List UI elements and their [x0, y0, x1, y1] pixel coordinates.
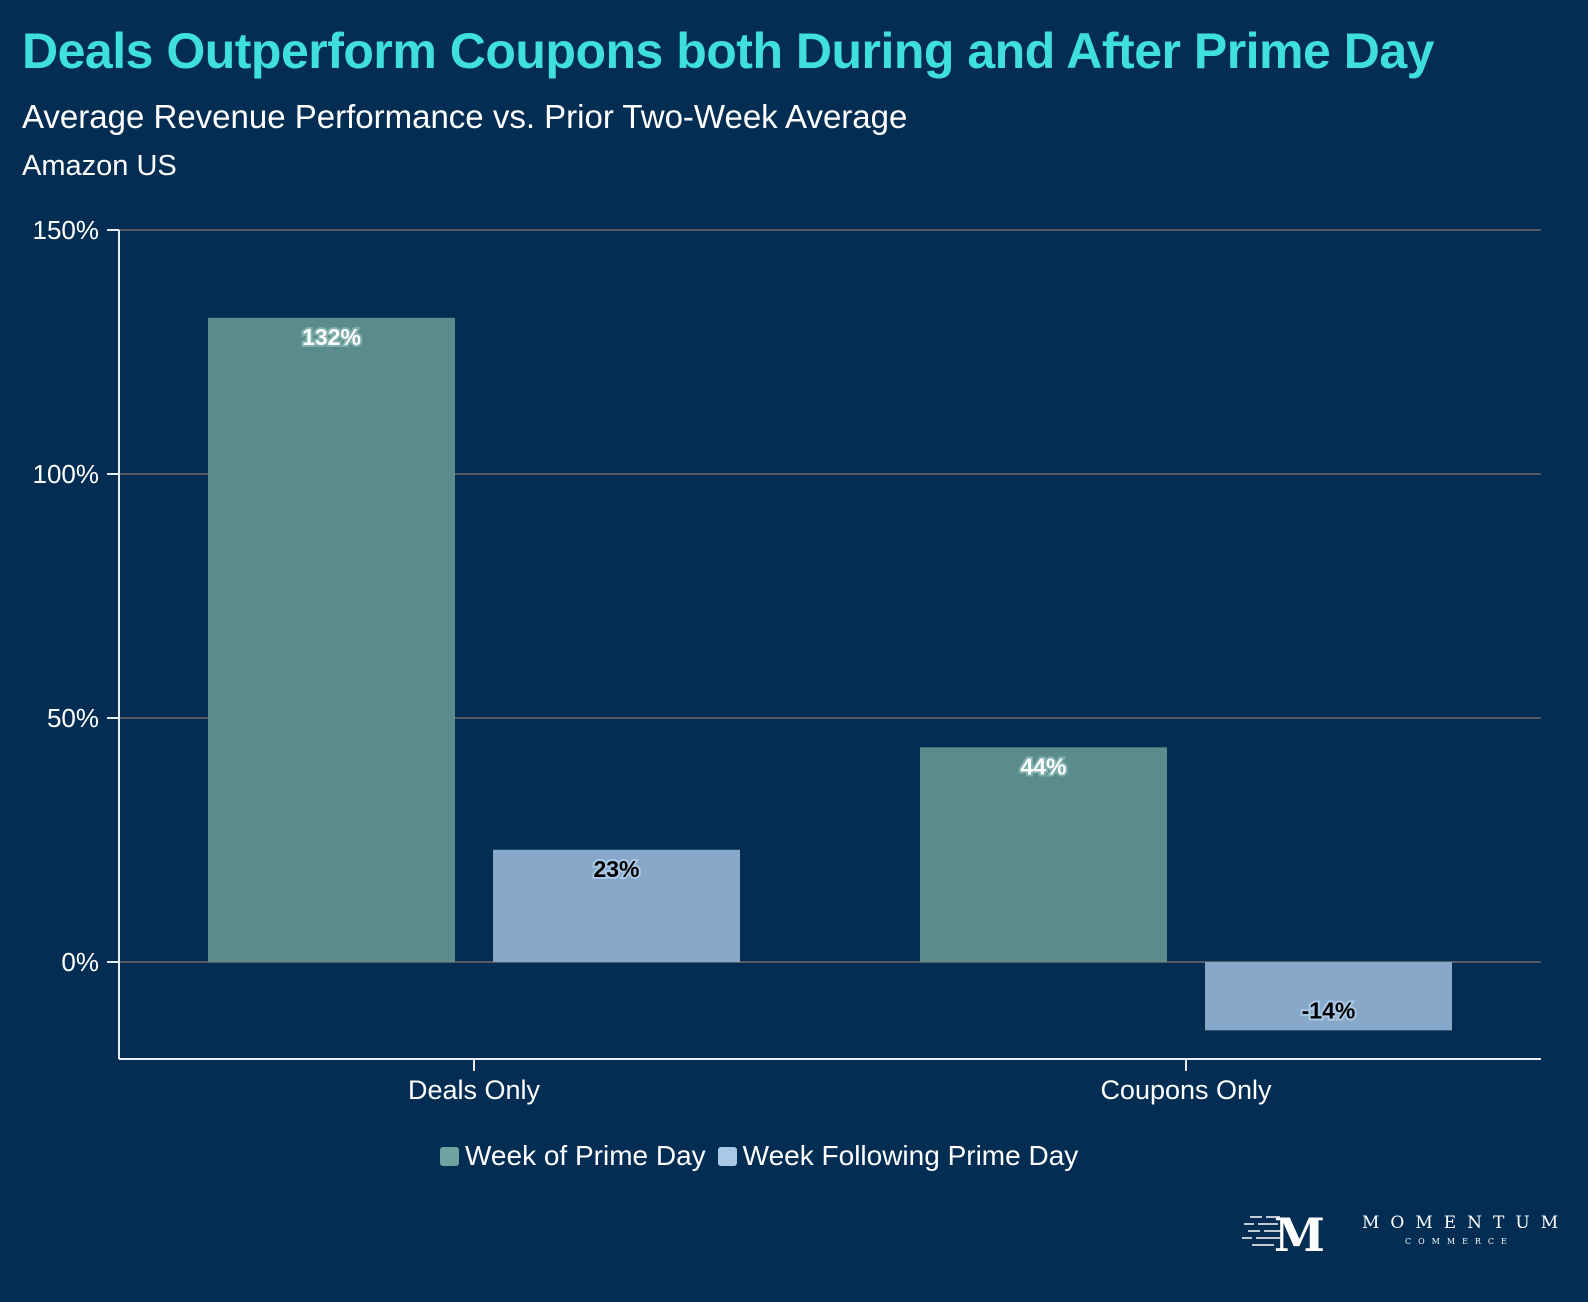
bar: [208, 317, 455, 963]
legend-label: Week of Prime Day: [465, 1140, 706, 1171]
legend-item-week-following-prime-day[interactable]: Week Following Prime Day: [717, 1140, 1079, 1172]
x-tick-label: Coupons Only: [1100, 1075, 1272, 1105]
y-tick-label: 50%: [47, 703, 99, 733]
legend-item-week-of-prime-day[interactable]: Week of Prime Day: [440, 1140, 706, 1172]
chart-subtitle: Average Revenue Performance vs. Prior Tw…: [22, 98, 908, 135]
chart-title: Deals Outperform Coupons both During and…: [22, 23, 1434, 79]
axes: [118, 230, 1541, 1060]
legend: Week of Prime Day Week Following Prime D…: [440, 1140, 1078, 1172]
y-tick-label: 150%: [33, 215, 100, 245]
data-label: 132%: [302, 324, 361, 350]
legend-label: Week Following Prime Day: [742, 1140, 1079, 1171]
bars: [208, 317, 1452, 1031]
logo-mark-letter: M: [1274, 1208, 1325, 1255]
bar: [493, 849, 740, 962]
logo-mark-icon: M: [1242, 1208, 1325, 1255]
legend-swatch: [717, 1146, 737, 1166]
data-labels: 132% 44% 23% -14%: [300, 322, 1357, 1025]
bar: [1205, 962, 1452, 1031]
data-label: 23%: [593, 856, 639, 882]
logo-name: MOMENTUM: [1362, 1213, 1570, 1233]
momentum-commerce-logo: M MOMENTUM COMMERCE: [1240, 1205, 1560, 1255]
y-axis-ticks: 0% 50% 100% 150%: [33, 215, 119, 977]
legend-swatch: [440, 1146, 459, 1166]
region-label: Amazon US: [22, 150, 177, 182]
y-tick-label: 100%: [33, 459, 100, 489]
x-tick-label: Deals Only: [408, 1075, 541, 1105]
data-label: -14%: [1302, 997, 1356, 1023]
y-tick-label: 0%: [61, 947, 99, 977]
data-label: 44%: [1020, 753, 1066, 779]
bar: [920, 747, 1167, 962]
logo-tagline: COMMERCE: [1405, 1237, 1514, 1246]
x-axis-ticks: Deals Only Coupons Only: [408, 1059, 1272, 1105]
